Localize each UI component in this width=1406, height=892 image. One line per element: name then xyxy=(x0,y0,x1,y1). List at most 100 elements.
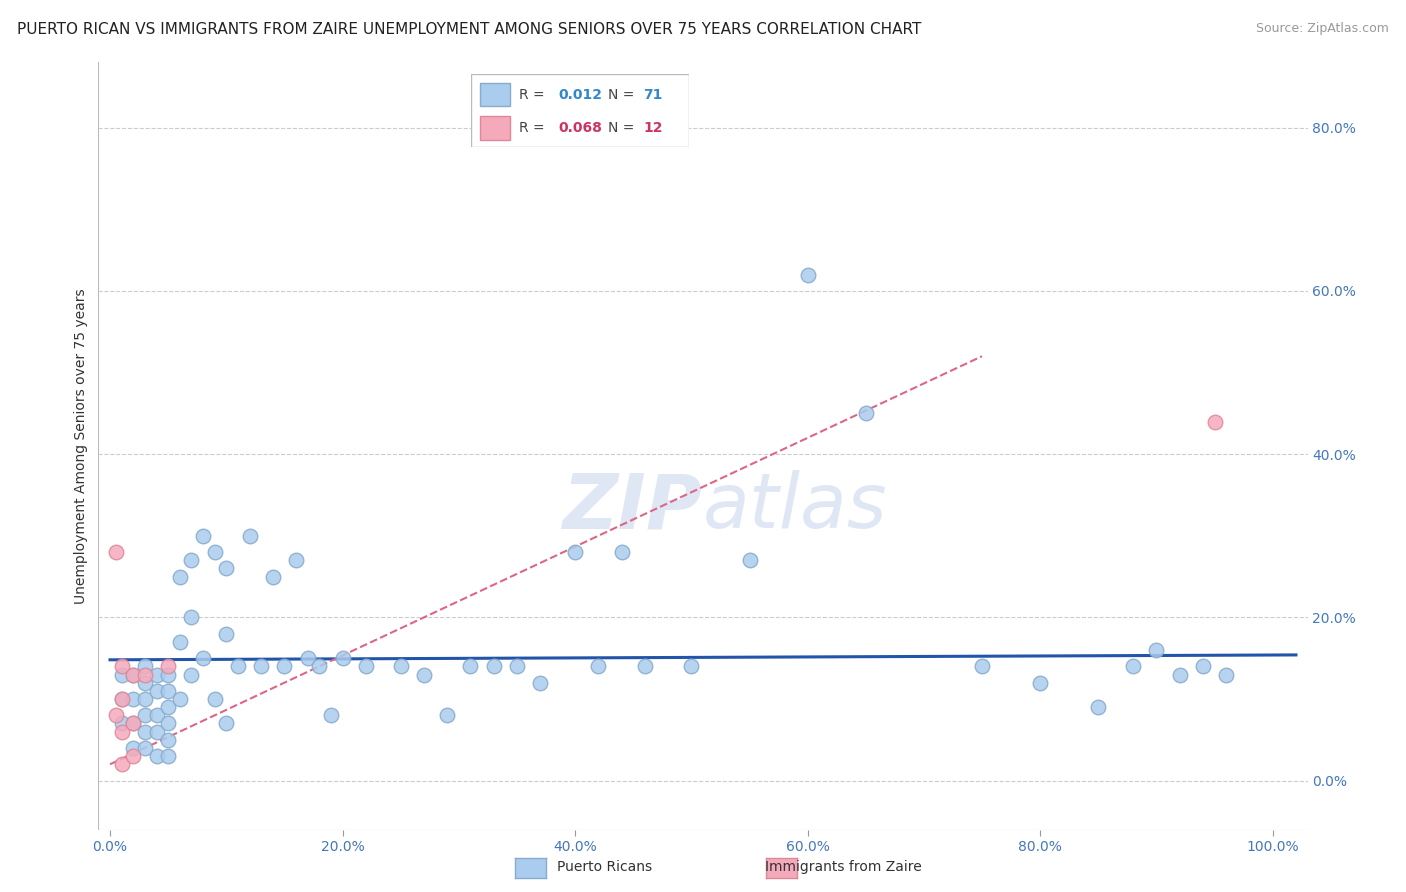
Point xyxy=(111,724,134,739)
Point xyxy=(134,692,156,706)
Text: N =: N = xyxy=(609,87,640,102)
Point xyxy=(122,716,145,731)
Point xyxy=(855,406,877,420)
Point xyxy=(122,741,145,756)
Point xyxy=(145,724,167,739)
Text: R =: R = xyxy=(519,87,548,102)
Point xyxy=(262,569,284,583)
Point xyxy=(738,553,761,567)
Point xyxy=(970,659,993,673)
Y-axis label: Unemployment Among Seniors over 75 years: Unemployment Among Seniors over 75 years xyxy=(75,288,89,604)
Text: Immigrants from Zaire: Immigrants from Zaire xyxy=(765,860,922,874)
Point xyxy=(134,675,156,690)
Text: 0.068: 0.068 xyxy=(558,121,602,136)
Point xyxy=(796,268,818,282)
Point xyxy=(122,716,145,731)
Point xyxy=(332,651,354,665)
Point xyxy=(564,545,586,559)
Point xyxy=(122,667,145,681)
Point xyxy=(1204,415,1226,429)
Point xyxy=(145,667,167,681)
Text: atlas: atlas xyxy=(703,470,887,544)
Text: Source: ZipAtlas.com: Source: ZipAtlas.com xyxy=(1256,22,1389,36)
Point xyxy=(180,667,202,681)
Point xyxy=(111,659,134,673)
Text: PUERTO RICAN VS IMMIGRANTS FROM ZAIRE UNEMPLOYMENT AMONG SENIORS OVER 75 YEARS C: PUERTO RICAN VS IMMIGRANTS FROM ZAIRE UN… xyxy=(17,22,921,37)
Point xyxy=(157,716,180,731)
Point xyxy=(297,651,319,665)
Point xyxy=(134,659,156,673)
Point xyxy=(204,692,226,706)
Bar xyxy=(479,117,510,140)
Point xyxy=(111,692,134,706)
Point xyxy=(157,667,180,681)
Point xyxy=(191,651,214,665)
Point xyxy=(308,659,330,673)
Bar xyxy=(479,83,510,106)
Text: 71: 71 xyxy=(643,87,662,102)
Point xyxy=(1122,659,1144,673)
Point xyxy=(122,749,145,764)
Point xyxy=(111,692,134,706)
Point xyxy=(1215,667,1237,681)
Point xyxy=(104,545,127,559)
Point xyxy=(122,667,145,681)
Point xyxy=(681,659,703,673)
Point xyxy=(134,667,156,681)
Point xyxy=(157,700,180,714)
Point xyxy=(506,659,529,673)
Point xyxy=(226,659,249,673)
Point xyxy=(157,659,180,673)
Text: 12: 12 xyxy=(643,121,662,136)
Point xyxy=(157,749,180,764)
Point xyxy=(389,659,412,673)
Point xyxy=(122,692,145,706)
Point xyxy=(354,659,377,673)
Text: N =: N = xyxy=(609,121,640,136)
Point xyxy=(104,708,127,723)
Text: R =: R = xyxy=(519,121,548,136)
Point xyxy=(215,561,238,575)
Point xyxy=(285,553,308,567)
Point xyxy=(436,708,458,723)
Point xyxy=(134,708,156,723)
Point xyxy=(145,683,167,698)
Point xyxy=(319,708,342,723)
Point xyxy=(413,667,436,681)
Text: 0.012: 0.012 xyxy=(558,87,602,102)
Point xyxy=(111,757,134,772)
Point xyxy=(134,724,156,739)
Text: ZIP: ZIP xyxy=(564,470,703,544)
Point xyxy=(157,683,180,698)
Point xyxy=(169,692,191,706)
Point xyxy=(634,659,657,673)
Point xyxy=(111,667,134,681)
Point xyxy=(1144,643,1167,657)
Point xyxy=(169,569,191,583)
Point xyxy=(204,545,226,559)
Point xyxy=(134,741,156,756)
Text: Puerto Ricans: Puerto Ricans xyxy=(557,860,652,874)
Point xyxy=(191,529,214,543)
Point xyxy=(215,716,238,731)
Point xyxy=(250,659,273,673)
Point xyxy=(239,529,262,543)
Point xyxy=(215,626,238,640)
Point xyxy=(529,675,551,690)
Point xyxy=(1087,700,1109,714)
Point xyxy=(610,545,633,559)
Point xyxy=(1168,667,1191,681)
Point xyxy=(180,610,202,624)
Point xyxy=(180,553,202,567)
Point xyxy=(145,708,167,723)
Point xyxy=(145,749,167,764)
Point xyxy=(482,659,505,673)
Point xyxy=(588,659,610,673)
Point xyxy=(157,732,180,747)
Point xyxy=(169,635,191,649)
Point xyxy=(1192,659,1215,673)
Point xyxy=(111,716,134,731)
Point xyxy=(460,659,482,673)
Point xyxy=(273,659,295,673)
Point xyxy=(1029,675,1052,690)
